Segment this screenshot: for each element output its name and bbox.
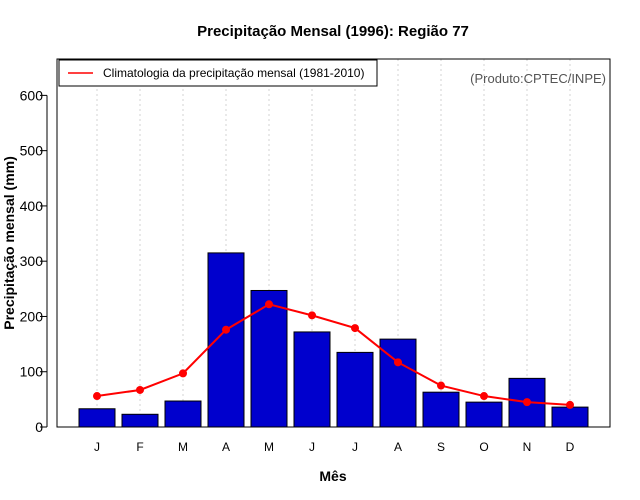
bar-3 — [207, 252, 245, 428]
y-tick-label: 400 — [20, 198, 44, 214]
climatology-point-4 — [265, 300, 273, 309]
y-tick-label: 500 — [20, 143, 44, 159]
x-tick-label: J — [352, 440, 358, 454]
chart-title: Precipitação Mensal (1996): Região 77 — [197, 23, 469, 40]
x-tick-label: S — [437, 440, 445, 454]
y-axis: 0 100 200 300 400 500 600 — [20, 87, 48, 435]
y-tick-label: 100 — [20, 364, 44, 380]
climatology-point-0 — [93, 392, 101, 401]
source-note: (Produto:CPTEC/INPE) — [470, 71, 606, 86]
climatology-point-6 — [351, 324, 359, 333]
legend-label: Climatologia da precipitação mensal (198… — [103, 66, 364, 80]
climatology-point-11 — [566, 400, 574, 409]
climatology-point-9 — [480, 392, 488, 401]
bar-8 — [422, 391, 460, 428]
climatology-point-7 — [394, 358, 402, 367]
y-axis-label: Precipitação mensal (mm) — [1, 156, 17, 330]
bar-11 — [551, 406, 589, 428]
climatology-polyline — [96, 303, 571, 406]
bar-2 — [164, 400, 202, 428]
bar-1 — [121, 413, 159, 428]
y-tick-label: 600 — [20, 87, 44, 103]
x-tick-label: O — [479, 440, 488, 454]
y-tick-label: 300 — [20, 253, 44, 269]
climatology-point-2 — [179, 369, 187, 378]
climatology-point-3 — [222, 325, 230, 334]
bar-9 — [465, 401, 503, 428]
x-tick-label: J — [94, 440, 100, 454]
climatology-point-8 — [437, 381, 445, 390]
bar-7 — [379, 338, 417, 428]
bar-5 — [293, 331, 331, 428]
x-tick-label: A — [222, 440, 230, 454]
x-tick-label: F — [136, 440, 143, 454]
plot-frame — [56, 58, 611, 428]
climatology-line — [93, 300, 574, 409]
bar-4 — [250, 289, 288, 428]
x-tick-label: N — [523, 440, 532, 454]
x-tick-label: D — [566, 440, 575, 454]
y-tick-label: 0 — [35, 419, 43, 435]
x-tick-label: M — [178, 440, 188, 454]
climatology-point-1 — [136, 385, 144, 394]
legend: Climatologia da precipitação mensal (198… — [58, 59, 378, 87]
bars — [78, 252, 589, 428]
bar-6 — [336, 351, 374, 428]
x-axis-label: Mês — [319, 468, 346, 484]
x-tick-label: A — [394, 440, 402, 454]
climatology-point-10 — [523, 398, 531, 407]
climatology-point-5 — [308, 311, 316, 320]
bar-0 — [78, 408, 116, 428]
legend-box — [58, 59, 378, 87]
grid-lines — [96, 59, 571, 427]
x-tick-label: J — [309, 440, 315, 454]
y-tick-label: 200 — [20, 308, 44, 324]
x-tick-label: M — [264, 440, 274, 454]
